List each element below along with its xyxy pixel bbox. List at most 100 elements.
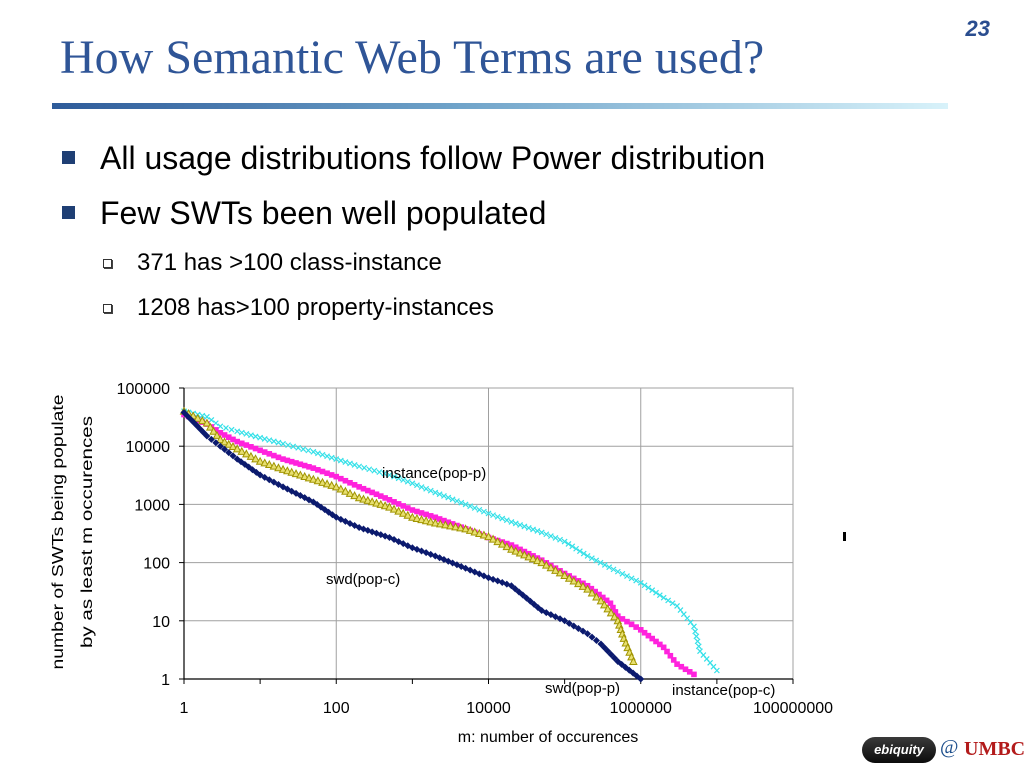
series-label: instance(pop-p) xyxy=(382,465,486,482)
triangle-point xyxy=(546,563,556,572)
x-point xyxy=(512,520,519,527)
triangle-point xyxy=(524,552,534,561)
triangle-point xyxy=(212,430,222,439)
square-point xyxy=(342,477,349,484)
x-point xyxy=(366,466,373,473)
x-point xyxy=(462,501,469,508)
triangle-point xyxy=(209,426,218,435)
x-point xyxy=(285,442,292,449)
x-point xyxy=(280,440,286,447)
x-point xyxy=(436,491,443,498)
square-point xyxy=(310,465,317,471)
triangle-point xyxy=(300,471,310,480)
x-point xyxy=(494,513,501,520)
x-point xyxy=(610,566,617,573)
x-tick-label: 100 xyxy=(323,700,350,717)
sub-bullet-item: 1208 has>100 property-instances xyxy=(103,294,494,322)
square-point xyxy=(588,585,595,592)
square-point xyxy=(600,594,606,601)
x-point xyxy=(290,443,297,450)
x-point xyxy=(588,555,595,562)
x-point xyxy=(270,438,277,445)
triangle-point xyxy=(237,446,247,455)
triangle-point xyxy=(596,596,606,605)
x-point xyxy=(580,550,587,557)
triangle-point xyxy=(367,497,377,506)
x-point xyxy=(333,456,340,463)
x-point xyxy=(467,503,474,510)
square-point xyxy=(261,449,268,455)
triangle-point xyxy=(461,524,470,533)
x-point xyxy=(395,475,402,482)
triangle-point xyxy=(283,466,292,475)
x-point xyxy=(400,477,407,483)
triangle-point xyxy=(313,476,323,485)
x-axis-title: m: number of occurences xyxy=(458,729,639,746)
diamond-point xyxy=(637,675,645,683)
sub-bullet-text: 371 has >100 class-instance xyxy=(137,249,442,276)
x-point xyxy=(490,512,497,519)
x-point xyxy=(645,584,652,591)
triangle-point xyxy=(345,488,355,497)
bullet-text: Few SWTs been well populated xyxy=(100,195,547,231)
x-point xyxy=(653,589,659,596)
triangle-point xyxy=(287,467,297,476)
square-point xyxy=(653,638,659,645)
slide-title: How Semantic Web Terms are used? xyxy=(60,31,765,84)
diamond-point xyxy=(592,637,600,645)
x-point xyxy=(418,484,425,490)
triangle-point xyxy=(372,498,381,507)
square-point xyxy=(275,454,282,461)
x-point xyxy=(356,463,363,470)
triangle-point xyxy=(606,608,616,617)
diamond-point xyxy=(561,617,569,625)
square-point xyxy=(333,473,340,480)
x-point xyxy=(471,505,478,511)
square-point xyxy=(667,652,674,659)
square-point xyxy=(306,464,312,470)
square-point xyxy=(660,644,667,651)
triangle-point xyxy=(403,510,413,519)
x-point xyxy=(525,524,532,531)
square-point xyxy=(686,669,693,675)
square-point xyxy=(252,445,259,452)
x-point xyxy=(552,534,559,541)
triangle-point xyxy=(507,544,516,553)
y-tick-label: 1 xyxy=(161,672,170,689)
triangle-point xyxy=(354,493,364,502)
square-point xyxy=(596,591,602,598)
triangle-point xyxy=(232,444,242,453)
square-point xyxy=(441,517,447,524)
x-point xyxy=(534,527,541,534)
square-point xyxy=(217,429,224,436)
y-tick-label: 100 xyxy=(143,556,170,573)
x-point xyxy=(351,462,358,468)
stray-mark xyxy=(843,532,846,541)
x-point xyxy=(637,579,644,586)
series-swd-pop-c xyxy=(180,408,645,683)
x-point xyxy=(324,453,331,460)
x-point xyxy=(238,429,245,436)
square-point xyxy=(378,493,384,499)
square-point xyxy=(445,519,452,526)
x-point xyxy=(713,667,720,674)
square-point xyxy=(645,632,652,639)
x-point xyxy=(573,545,580,552)
triangle-point xyxy=(331,482,341,491)
triangle-point xyxy=(599,600,609,609)
diamond-point xyxy=(216,442,224,450)
series-instance-pop-p xyxy=(181,408,720,674)
triangle-point xyxy=(587,588,597,597)
square-point xyxy=(293,460,299,466)
x-point xyxy=(371,467,378,474)
square-point xyxy=(418,510,425,516)
square-point xyxy=(324,470,330,477)
square-point xyxy=(301,462,308,469)
x-point xyxy=(628,575,635,582)
triangle-point xyxy=(493,537,503,546)
x-tick-label: 1000000 xyxy=(610,700,672,717)
diamond-point xyxy=(588,633,596,641)
diamond-point xyxy=(574,625,582,633)
triangle-point xyxy=(417,515,426,524)
triangle-point xyxy=(484,532,493,541)
